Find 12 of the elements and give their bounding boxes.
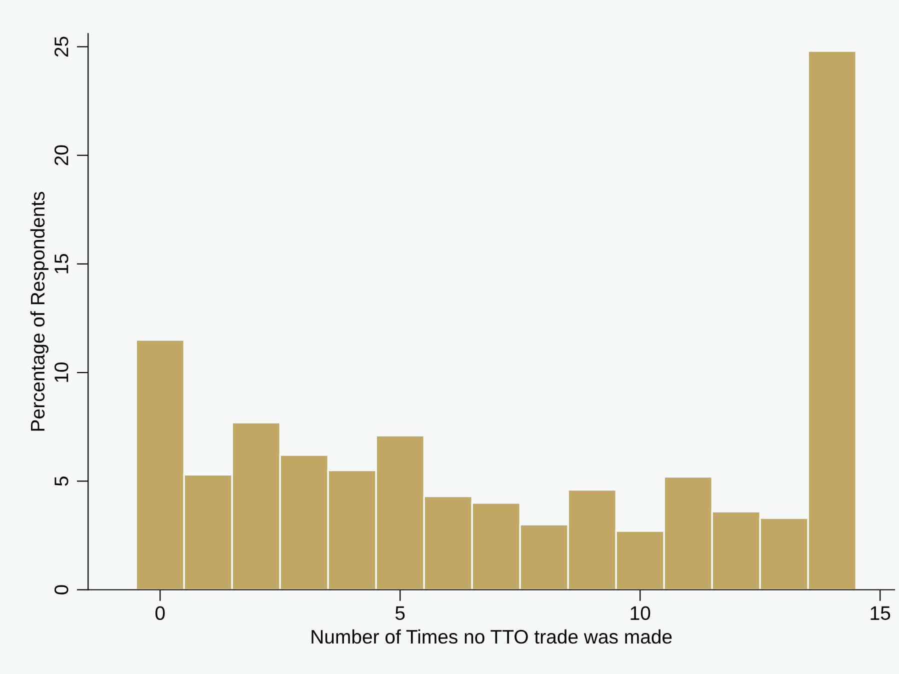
y-axis-title: Percentage of Respondents [30, 192, 48, 431]
x-tick-label: 15 [870, 606, 890, 620]
x-tick-label: 10 [630, 606, 650, 620]
y-tick-label: 20 [54, 145, 68, 166]
y-tick-label: 15 [54, 254, 68, 274]
y-tick-label: 5 [54, 476, 68, 486]
y-tick-label: 25 [54, 36, 68, 57]
x-tick-label: 0 [155, 606, 165, 620]
x-axis-title: Number of Times no TTO trade was made [312, 629, 672, 644]
y-tick-label: 0 [54, 585, 68, 594]
x-tick-label: 5 [395, 606, 405, 620]
y-tick-label: 10 [54, 362, 68, 382]
